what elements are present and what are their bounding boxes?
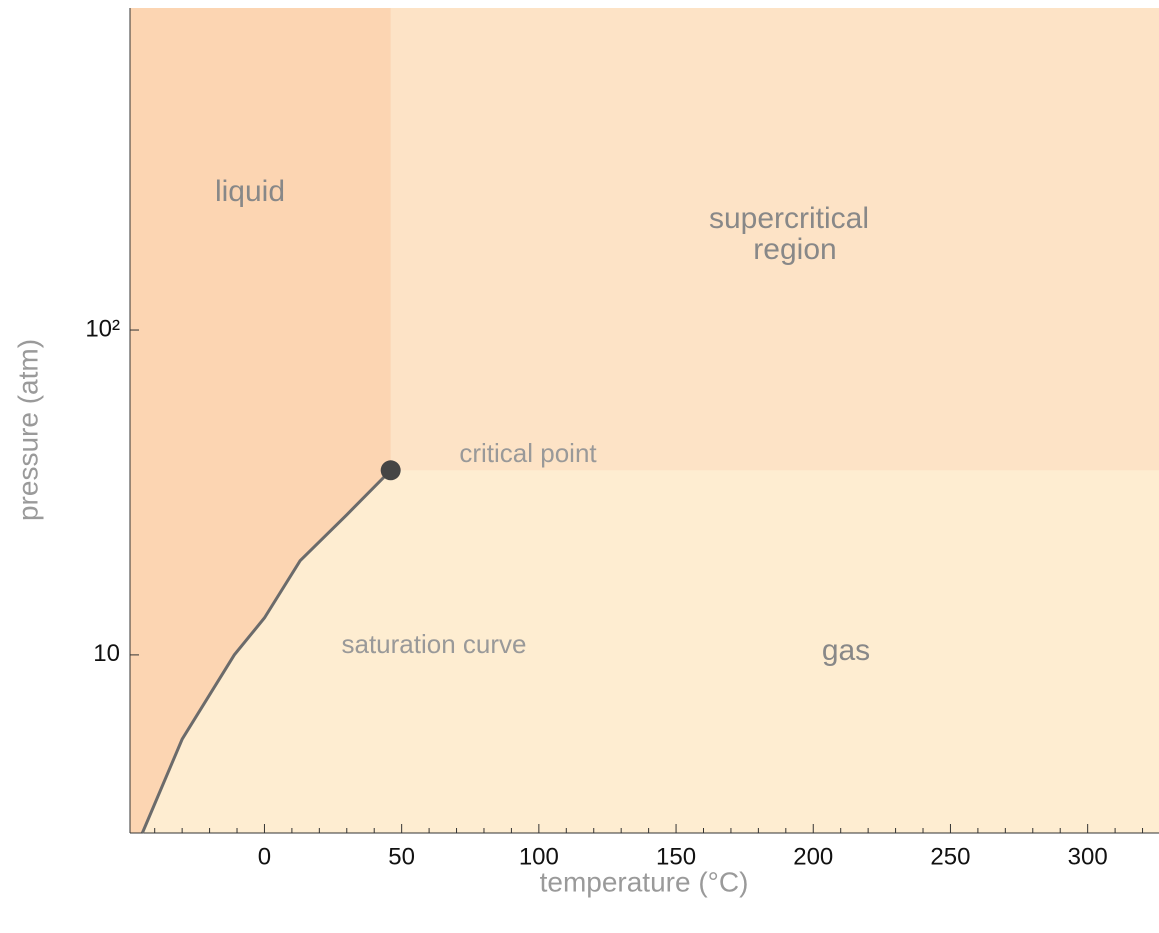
y-tick-label: 10² xyxy=(85,315,120,342)
supercritical-label: region xyxy=(753,233,836,266)
liquid-region xyxy=(130,8,391,833)
critical-point xyxy=(380,460,401,481)
x-tick-label: 200 xyxy=(793,843,833,870)
regions xyxy=(130,8,1159,833)
curve-label: saturation curve xyxy=(342,629,527,659)
x-tick-label: 300 xyxy=(1068,843,1108,870)
x-tick-label: 0 xyxy=(258,843,271,870)
y-tick-label: 10 xyxy=(93,640,120,667)
x-tick-label: 150 xyxy=(656,843,696,870)
x-tick-label: 50 xyxy=(388,843,415,870)
liquid-label: liquid xyxy=(215,175,285,208)
supercritical-label: supercritical xyxy=(709,202,869,235)
x-tick-label: 250 xyxy=(930,843,970,870)
saturation-curve xyxy=(140,469,392,834)
x-axis-label: temperature (°C) xyxy=(540,866,749,897)
y-axis-label: pressure (atm) xyxy=(12,339,43,521)
supercritical-region xyxy=(390,8,1159,471)
x-tick-label: 100 xyxy=(519,843,559,870)
gas-label: gas xyxy=(822,634,870,667)
critical-point-label: critical point xyxy=(459,438,597,468)
